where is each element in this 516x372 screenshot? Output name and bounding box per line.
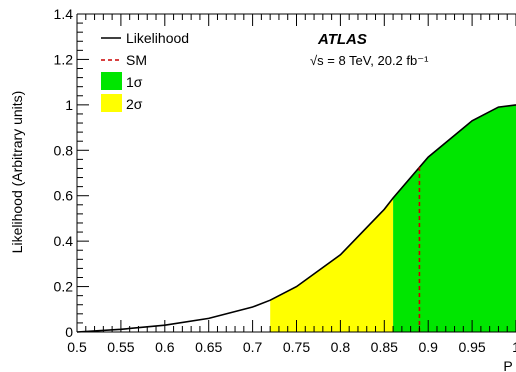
- y-tick-label: 1.4: [54, 6, 74, 22]
- y-tick-label: 0.8: [54, 142, 74, 158]
- x-tick-label: 0.75: [283, 339, 310, 355]
- x-tick-label: 0.65: [195, 339, 222, 355]
- axes: 0.5 0.55 0.6 0.65 0.7 0.75 0.8 0.85 0.9 0.95 1 0 0.2…: [54, 6, 516, 355]
- y-tick-label: 0.4: [54, 233, 74, 249]
- legend: Likelihood SM 1σ 2σ: [101, 30, 189, 112]
- x-tick-label: 0.55: [107, 339, 134, 355]
- likelihood-curve: [76, 104, 516, 333]
- x-tick-label: 0.6: [155, 339, 175, 355]
- y-tick-label: 0: [65, 324, 73, 340]
- y-tick-label: 1.2: [54, 51, 74, 67]
- band-1sigma: [393, 104, 516, 333]
- energy-label: √s = 8 TeV, 20.2 fb⁻¹: [310, 53, 429, 68]
- legend-label: 1σ: [126, 74, 143, 90]
- legend-label: SM: [126, 52, 147, 68]
- y-tick-label: 0.6: [54, 188, 74, 204]
- x-axis-label: P: [503, 358, 512, 372]
- x-tick-label: 0.8: [331, 339, 351, 355]
- legend-label: 2σ: [126, 96, 143, 112]
- legend-swatch: [101, 72, 122, 90]
- x-tick-label: 1: [512, 339, 516, 355]
- x-tick-label: 0.95: [458, 339, 485, 355]
- y-axis-label: Likelihood (Arbitrary units): [9, 91, 25, 254]
- legend-label: Likelihood: [126, 30, 189, 46]
- x-tick-label: 0.9: [418, 339, 438, 355]
- x-tick-label: 0.85: [371, 339, 398, 355]
- y-tick-label: 1: [65, 97, 73, 113]
- confidence-bands: [270, 104, 516, 333]
- x-tick-label: 0.5: [67, 339, 87, 355]
- legend-swatch: [101, 94, 122, 112]
- band-2sigma: [270, 198, 394, 332]
- y-tick-label: 0.2: [54, 279, 74, 295]
- atlas-label: ATLAS: [317, 31, 367, 48]
- likelihood-curve-layer: [76, 104, 516, 333]
- x-tick-label: 0.7: [243, 339, 263, 355]
